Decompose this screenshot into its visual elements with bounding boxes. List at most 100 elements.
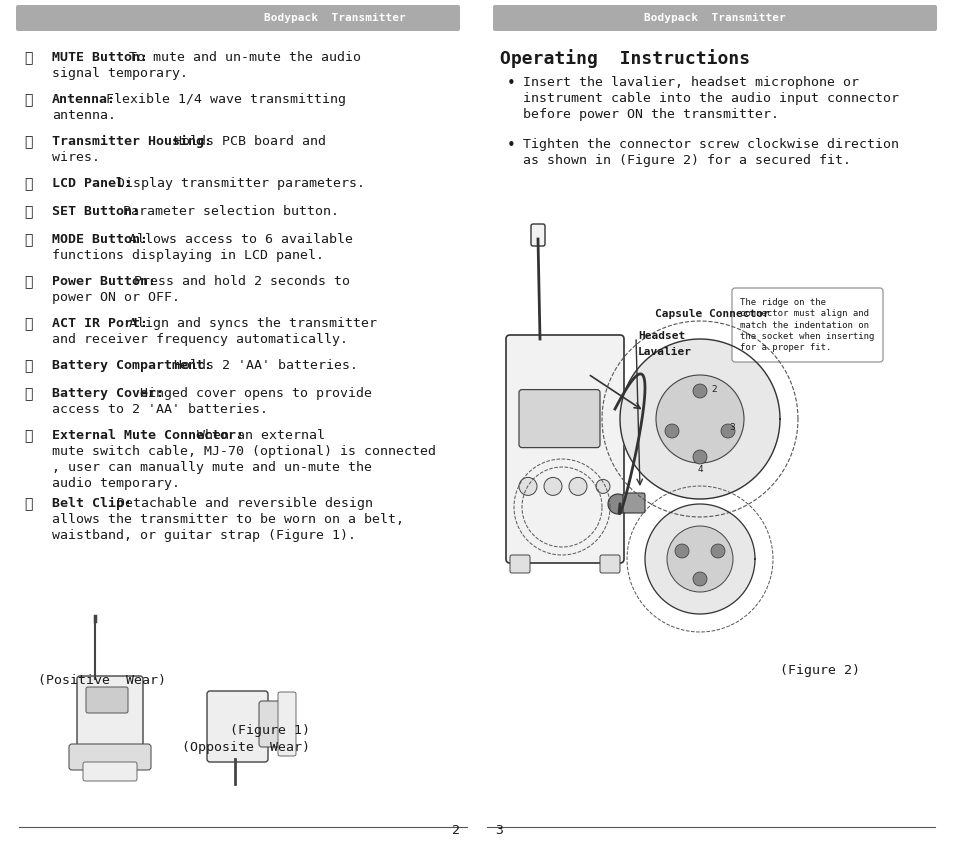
Text: Bodypack  Transmitter: Bodypack Transmitter <box>264 13 405 23</box>
Text: Transmitter Housing:: Transmitter Housing: <box>52 135 212 148</box>
Text: ACT IR Port:: ACT IR Port: <box>52 317 148 330</box>
Text: Belt Clip:: Belt Clip: <box>52 497 132 510</box>
Circle shape <box>720 424 734 438</box>
Text: ❺: ❺ <box>24 205 32 219</box>
Text: allows the transmitter to be worn on a belt,: allows the transmitter to be worn on a b… <box>52 513 403 526</box>
Text: Display transmitter parameters.: Display transmitter parameters. <box>109 177 365 190</box>
Polygon shape <box>644 504 754 614</box>
Text: ❿: ❿ <box>24 387 32 401</box>
Text: ❶: ❶ <box>24 51 32 65</box>
Text: Antenna:: Antenna: <box>52 93 116 106</box>
FancyBboxPatch shape <box>622 493 644 513</box>
Circle shape <box>607 494 627 514</box>
FancyBboxPatch shape <box>77 676 143 752</box>
Text: Ⓑ: Ⓑ <box>24 429 32 443</box>
FancyBboxPatch shape <box>518 390 599 447</box>
Circle shape <box>664 424 679 438</box>
Circle shape <box>692 572 706 586</box>
FancyBboxPatch shape <box>207 691 268 762</box>
Text: Press and hold 2 seconds to: Press and hold 2 seconds to <box>126 275 350 288</box>
FancyBboxPatch shape <box>277 692 295 756</box>
Circle shape <box>568 477 586 496</box>
Text: 4: 4 <box>697 464 702 474</box>
Text: waistband, or guitar strap (Figure 1).: waistband, or guitar strap (Figure 1). <box>52 529 355 542</box>
Circle shape <box>518 477 537 496</box>
Text: Holds PCB board and: Holds PCB board and <box>166 135 326 148</box>
FancyBboxPatch shape <box>16 5 459 31</box>
Text: Hinged cover opens to provide: Hinged cover opens to provide <box>132 387 372 400</box>
Circle shape <box>692 450 706 464</box>
Circle shape <box>543 477 561 496</box>
Text: LCD Panel:: LCD Panel: <box>52 177 132 190</box>
Text: (Positive  Wear): (Positive Wear) <box>38 674 166 687</box>
Text: audio temporary.: audio temporary. <box>52 477 180 490</box>
Text: ❷: ❷ <box>24 93 32 107</box>
FancyBboxPatch shape <box>258 701 287 747</box>
Text: antenna.: antenna. <box>52 109 116 122</box>
FancyBboxPatch shape <box>83 762 137 781</box>
Text: Ⓒ: Ⓒ <box>24 497 32 511</box>
Text: •: • <box>506 138 516 153</box>
Text: , user can manually mute and un-mute the: , user can manually mute and un-mute the <box>52 461 372 474</box>
Text: (Opposite  Wear): (Opposite Wear) <box>182 741 310 754</box>
Text: mute switch cable, MJ-70 (optional) is connected: mute switch cable, MJ-70 (optional) is c… <box>52 445 436 458</box>
Circle shape <box>692 384 706 398</box>
Text: (Figure 1): (Figure 1) <box>230 724 310 737</box>
Text: Lavalier: Lavalier <box>638 347 691 357</box>
Text: Flexible 1/4 wave transmitting: Flexible 1/4 wave transmitting <box>97 93 345 106</box>
FancyBboxPatch shape <box>505 335 623 563</box>
Text: Bodypack  Transmitter: Bodypack Transmitter <box>643 13 785 23</box>
Text: Holds 2 'AA' batteries.: Holds 2 'AA' batteries. <box>166 359 358 372</box>
FancyBboxPatch shape <box>493 5 936 31</box>
Text: Detachable and reversible design: Detachable and reversible design <box>109 497 373 510</box>
Circle shape <box>596 480 609 493</box>
Text: signal temporary.: signal temporary. <box>52 67 188 80</box>
Polygon shape <box>619 339 780 499</box>
Text: Capsule Connector: Capsule Connector <box>655 309 769 319</box>
Text: as shown in (Figure 2) for a secured fit.: as shown in (Figure 2) for a secured fit… <box>522 154 850 167</box>
Text: Insert the lavalier, headset microphone or: Insert the lavalier, headset microphone … <box>522 76 858 89</box>
FancyBboxPatch shape <box>531 224 544 246</box>
Text: power ON or OFF.: power ON or OFF. <box>52 291 180 304</box>
FancyBboxPatch shape <box>510 555 530 573</box>
Text: ❻: ❻ <box>24 233 32 247</box>
Text: MUTE Button:: MUTE Button: <box>52 51 148 64</box>
Text: Operating  Instructions: Operating Instructions <box>499 49 749 68</box>
Circle shape <box>710 544 724 558</box>
Circle shape <box>656 375 743 463</box>
Text: Battery Cover:: Battery Cover: <box>52 387 164 400</box>
Text: and receiver frequency automatically.: and receiver frequency automatically. <box>52 333 348 346</box>
Text: External Mute Connector:: External Mute Connector: <box>52 429 244 442</box>
FancyBboxPatch shape <box>86 687 128 713</box>
Text: MODE Button:: MODE Button: <box>52 233 148 246</box>
Text: ❹: ❹ <box>24 177 32 191</box>
Text: wires.: wires. <box>52 151 100 164</box>
Circle shape <box>666 526 732 592</box>
Text: instrument cable into the audio input connector: instrument cable into the audio input co… <box>522 92 898 105</box>
Text: 2: 2 <box>710 385 716 393</box>
Text: (Figure 2): (Figure 2) <box>780 664 859 677</box>
FancyBboxPatch shape <box>69 744 151 770</box>
Text: To mute and un-mute the audio: To mute and un-mute the audio <box>120 51 360 64</box>
Text: Parameter selection button.: Parameter selection button. <box>114 205 338 218</box>
Text: ❼: ❼ <box>24 275 32 289</box>
Text: functions displaying in LCD panel.: functions displaying in LCD panel. <box>52 249 324 262</box>
Text: 2: 2 <box>452 824 459 837</box>
Text: ❾: ❾ <box>24 359 32 373</box>
Text: The ridge on the
connector must align and
match the indentation on
the socket wh: The ridge on the connector must align an… <box>740 298 874 351</box>
FancyBboxPatch shape <box>731 288 882 362</box>
Circle shape <box>675 544 688 558</box>
Text: 3: 3 <box>495 824 502 837</box>
Text: •: • <box>506 76 516 91</box>
Text: Power Button:: Power Button: <box>52 275 156 288</box>
Text: Headset: Headset <box>638 331 684 341</box>
Text: Allows access to 6 available: Allows access to 6 available <box>120 233 353 246</box>
Text: Tighten the connector screw clockwise direction: Tighten the connector screw clockwise di… <box>522 138 898 151</box>
FancyBboxPatch shape <box>599 555 619 573</box>
Text: 3: 3 <box>728 423 734 431</box>
Text: SET Button:: SET Button: <box>52 205 140 218</box>
Text: When an external: When an external <box>189 429 325 442</box>
Text: before power ON the transmitter.: before power ON the transmitter. <box>522 108 779 121</box>
Text: ❸: ❸ <box>24 135 32 149</box>
Text: access to 2 'AA' batteries.: access to 2 'AA' batteries. <box>52 403 268 416</box>
